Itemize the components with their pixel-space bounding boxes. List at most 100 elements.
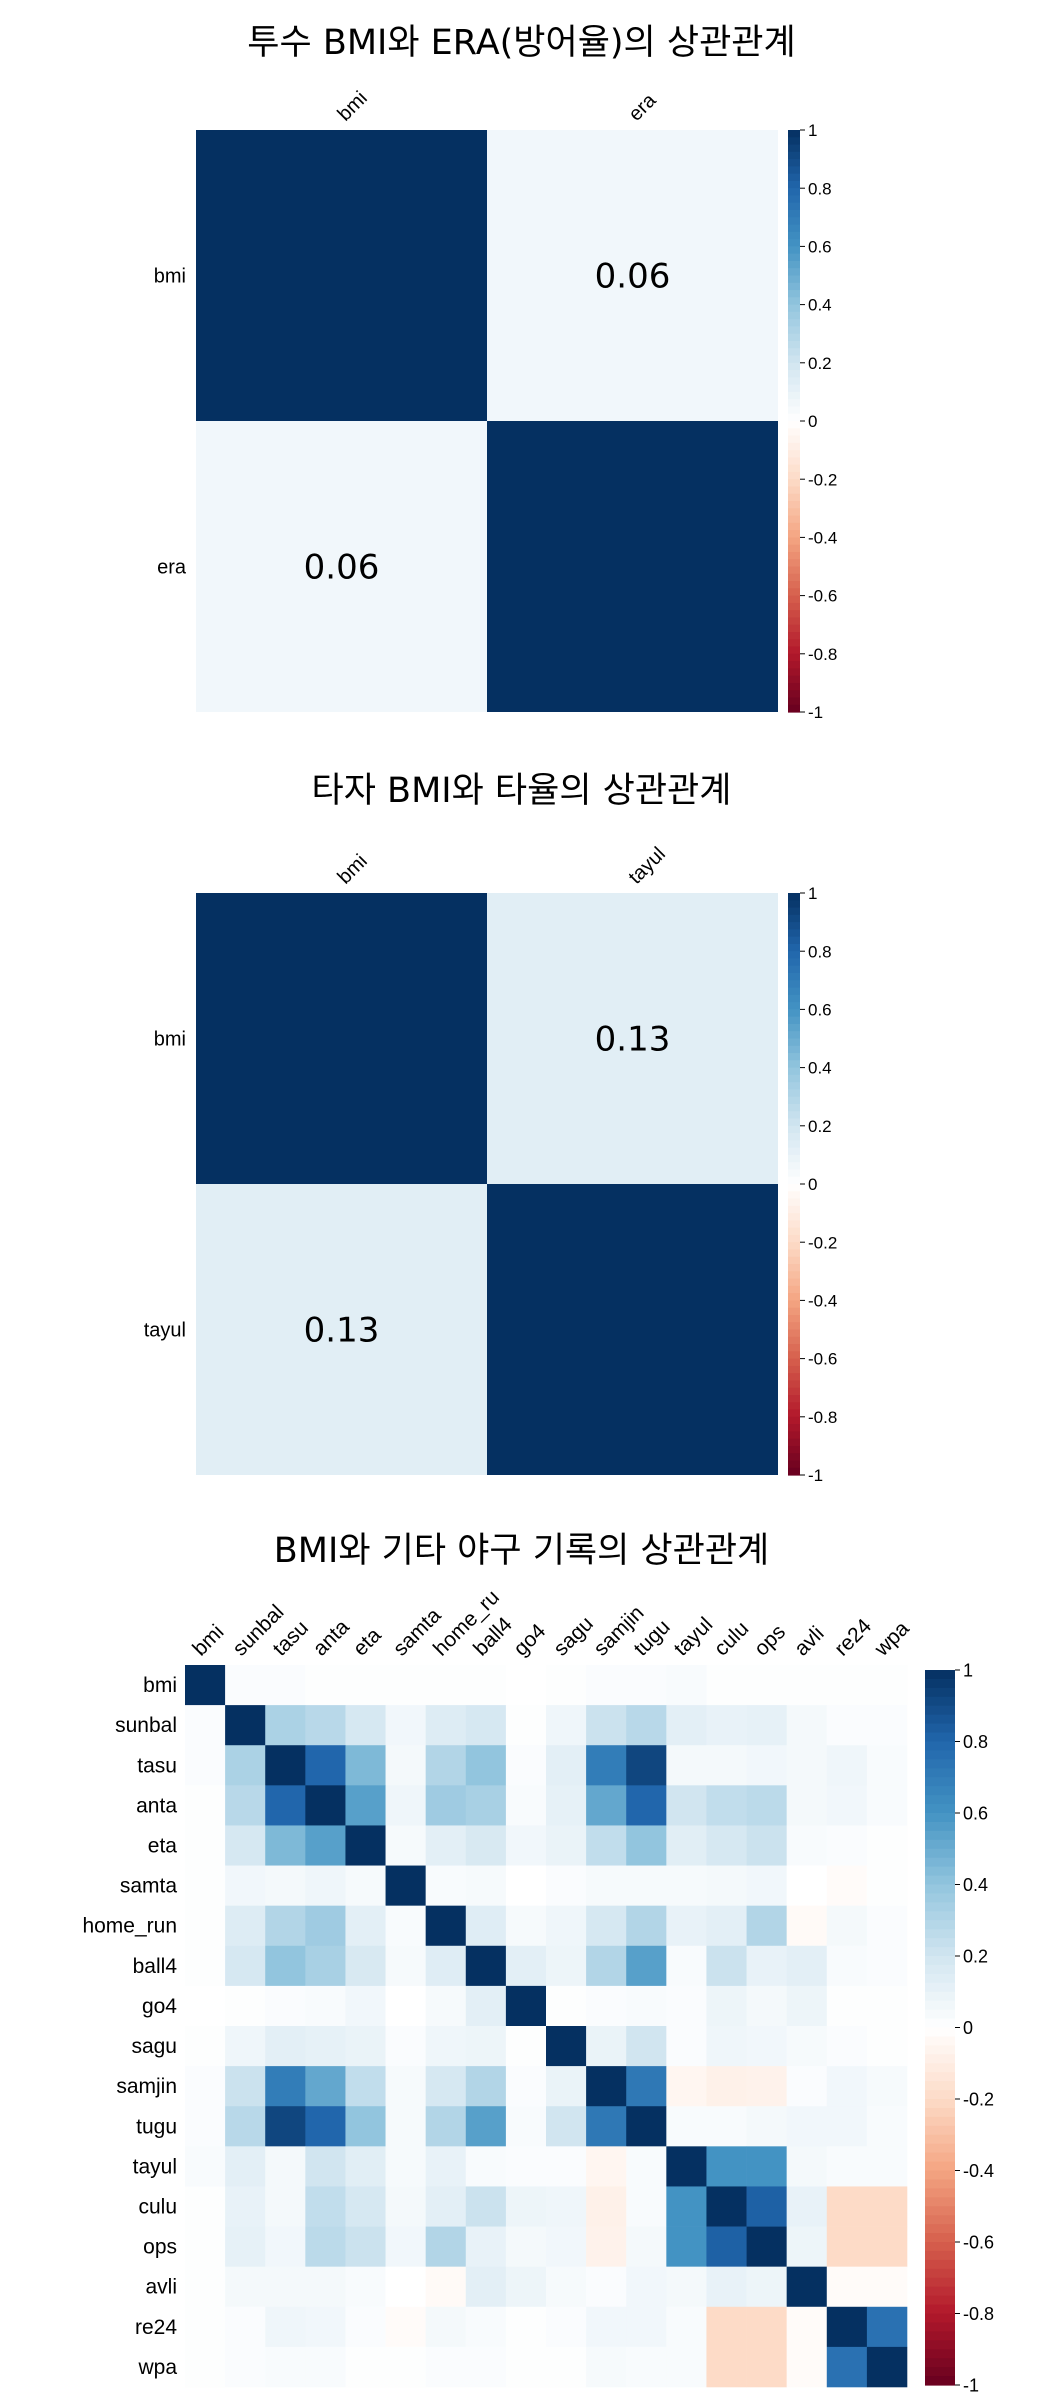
heatmap-cell xyxy=(586,2146,627,2187)
colorbar-tick-label: -0.4 xyxy=(963,2161,994,2181)
colorbar-segment xyxy=(925,2107,955,2118)
colorbar-tick-label: 0.2 xyxy=(963,1946,988,1966)
heatmap-cell xyxy=(185,2346,226,2388)
heatmap-cell xyxy=(866,2066,908,2107)
heatmap-cell xyxy=(305,2266,346,2308)
heatmap-cell xyxy=(786,2306,828,2348)
colorbar-segment xyxy=(925,2349,955,2359)
colorbar-segment xyxy=(788,690,800,699)
colorbar-segment xyxy=(788,355,800,364)
heatmap-cell xyxy=(866,1865,908,1906)
heatmap-cell xyxy=(626,2026,667,2067)
chart-title-hitter: 타자 BMI와 타율의 상관관계 xyxy=(311,771,732,811)
colorbar-segment xyxy=(925,2197,955,2207)
row-label: home_run xyxy=(82,1915,177,1938)
column-label: eta xyxy=(349,1623,386,1660)
colorbar-segment xyxy=(788,384,800,393)
heatmap-cell xyxy=(586,1745,627,1786)
colorbar-tick-label: 0 xyxy=(808,412,817,431)
colorbar-segment xyxy=(788,624,800,633)
heatmap-cell xyxy=(706,2346,747,2388)
heatmap-cell xyxy=(265,1705,306,1746)
row-label: avli xyxy=(145,2276,177,2299)
heatmap-cell xyxy=(385,2146,426,2187)
colorbar-segment xyxy=(788,1053,800,1061)
heatmap-cell xyxy=(505,1985,547,2027)
colorbar-segment xyxy=(925,1929,955,1939)
heatmap-cell xyxy=(666,1745,707,1786)
heatmap-cell xyxy=(385,2226,426,2267)
heatmap-cell xyxy=(706,2026,747,2067)
colorbar-segment xyxy=(925,1821,955,1832)
heatmap-cell xyxy=(265,2186,306,2227)
colorbar-tick-label: 0.4 xyxy=(808,1059,832,1078)
colorbar-segment xyxy=(925,1705,955,1716)
heatmap-cell xyxy=(265,1785,306,1826)
heatmap-cell xyxy=(345,2186,386,2227)
heatmap-cell xyxy=(305,2226,346,2267)
colorbar-segment xyxy=(925,1696,955,1707)
heatmap-cell xyxy=(425,2186,467,2227)
heatmap-cell xyxy=(185,2186,226,2227)
heatmap-cell xyxy=(196,893,487,1184)
colorbar-segment xyxy=(788,1293,800,1301)
colorbar-segment xyxy=(788,297,800,306)
colorbar-segment xyxy=(788,1365,800,1374)
heatmap-cell xyxy=(185,2106,226,2147)
row-label: bmi xyxy=(154,1029,186,1051)
colorbar-segment xyxy=(925,2143,955,2154)
colorbar-segment xyxy=(788,958,800,967)
colorbar-segment xyxy=(788,348,800,357)
colorbar-segment xyxy=(788,943,800,952)
heatmap-cell xyxy=(196,130,487,421)
colorbar-segment xyxy=(925,2152,955,2163)
heatmap-cell xyxy=(666,2066,707,2107)
row-label: tayul xyxy=(144,1320,186,1342)
colorbar-segment xyxy=(788,137,800,146)
heatmap-cell xyxy=(345,2026,386,2067)
heatmap-cell xyxy=(746,1905,787,1947)
colorbar-segment xyxy=(925,2161,955,2172)
heatmap-cell xyxy=(666,2346,707,2388)
colorbar-segment xyxy=(925,1759,955,1769)
heatmap-cell xyxy=(786,1985,828,2027)
heatmap-cell xyxy=(345,2346,386,2388)
colorbar-segment xyxy=(925,2179,955,2189)
colorbar-segment xyxy=(788,987,800,996)
heatmap-cell xyxy=(345,1705,386,1746)
heatmap-cell xyxy=(385,2066,426,2107)
colorbar-segment xyxy=(788,1009,800,1018)
heatmap-cell xyxy=(626,2226,667,2267)
heatmap-cell xyxy=(265,2146,306,2187)
heatmap-cell xyxy=(196,1184,487,1475)
heatmap-cell xyxy=(465,2306,507,2348)
colorbar-tick-label: 0.8 xyxy=(963,1732,988,1752)
colorbar-tick-label: -0.2 xyxy=(963,2089,994,2109)
heatmap-cell xyxy=(465,2066,507,2107)
colorbar-segment xyxy=(925,1839,955,1850)
heatmap-cell xyxy=(826,1865,868,1906)
heatmap-cell xyxy=(505,1785,547,1826)
heatmap-cell xyxy=(706,2066,747,2107)
colorbar-segment xyxy=(788,1467,800,1476)
colorbar-segment xyxy=(925,2009,955,2020)
colorbar-segment xyxy=(788,900,800,909)
colorbar-segment xyxy=(788,471,800,480)
colorbar-segment xyxy=(788,1016,800,1025)
colorbar-segment xyxy=(788,994,800,1003)
heatmap-cell xyxy=(225,2306,266,2348)
colorbar-segment xyxy=(788,566,800,575)
heatmap-cell xyxy=(465,1745,507,1786)
colorbar-tick-label: -0.4 xyxy=(808,529,837,548)
heatmap-cell xyxy=(666,1705,707,1746)
colorbar-segment xyxy=(925,1732,955,1743)
colorbar-segment xyxy=(925,1848,955,1859)
heatmap-cell xyxy=(425,2066,467,2107)
heatmap-cell xyxy=(586,2346,627,2388)
colorbar-segment xyxy=(788,1205,800,1214)
colorbar-segment xyxy=(788,1387,800,1396)
chart-title-overall: BMI와 기타 야구 기록의 상관관계 xyxy=(273,1531,770,1571)
heatmap-cell xyxy=(546,1665,587,1706)
heatmap-cell xyxy=(225,1945,266,1987)
colorbar-segment xyxy=(925,1982,955,1993)
